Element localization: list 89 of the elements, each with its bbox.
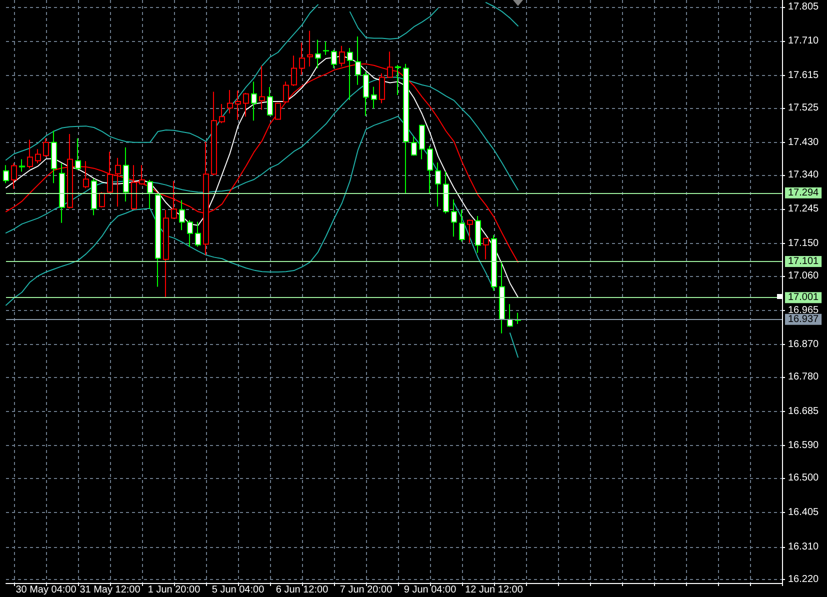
candlestick [83, 160, 89, 189]
ref-line-label: 17.101 [788, 256, 820, 268]
x-tick-label: 5 Jun 04:00 [212, 584, 265, 596]
candlestick [371, 86, 377, 109]
y-tick-label: 17.340 [788, 169, 820, 180]
candlestick [19, 158, 25, 172]
candlestick [283, 81, 289, 104]
candlestick [155, 192, 161, 288]
candlestick [75, 138, 81, 171]
y-tick-label: 17.805 [788, 1, 820, 12]
x-tick-label: 30 May 04:00 [16, 584, 77, 596]
candlestick [107, 151, 113, 194]
candlestick [27, 139, 33, 169]
candlestick [187, 219, 193, 248]
candlestick [411, 136, 417, 156]
candlestick [299, 42, 305, 76]
candlestick [515, 312, 521, 325]
candlestick [171, 180, 177, 220]
candlestick [67, 134, 73, 209]
candlestick [491, 234, 497, 292]
candlestick [251, 81, 257, 122]
candlestick [147, 179, 153, 210]
candlestick [211, 91, 217, 176]
y-tick-label: 16.405 [788, 507, 820, 518]
candlestick [419, 124, 425, 160]
y-tick-label: 17.150 [788, 238, 820, 249]
candlestick [123, 146, 129, 202]
y-tick-label: 17.710 [788, 36, 820, 47]
x-tick-label: 31 May 12:00 [80, 584, 141, 596]
candlestick [451, 198, 457, 238]
y-tick-label: 17.245 [788, 204, 820, 215]
candlestick [203, 141, 209, 256]
candlestick [267, 86, 273, 116]
candlestick [475, 216, 481, 254]
candlestick [427, 145, 433, 194]
candlestick [323, 41, 329, 56]
candlestick [35, 148, 41, 164]
candlestick [243, 92, 249, 118]
candlestick [179, 200, 185, 231]
candlestick [443, 171, 449, 214]
candlestick [235, 90, 241, 120]
y-tick-label: 16.500 [788, 472, 820, 484]
candlestick [291, 55, 297, 86]
candlestick [435, 162, 441, 208]
y-tick-label: 16.780 [788, 372, 820, 383]
candlestick [467, 219, 473, 244]
candlestick [91, 178, 97, 216]
candlestick [163, 209, 169, 298]
x-tick-label: 12 Jun 12:00 [465, 584, 524, 596]
candlestick [275, 102, 281, 120]
ref-line-label: 17.294 [788, 187, 820, 198]
candlestick [507, 304, 513, 328]
y-tick-label: 17.430 [788, 136, 820, 148]
candlestick [227, 89, 233, 114]
candlestick [51, 130, 57, 184]
x-tick-label: 9 Jun 04:00 [404, 584, 457, 596]
y-tick-label: 16.310 [788, 541, 820, 552]
candlestick [259, 65, 265, 110]
candlestick [395, 64, 401, 96]
candlestick [43, 138, 49, 158]
candlestick [379, 72, 385, 104]
candlestick [99, 192, 105, 208]
candlestick [403, 63, 409, 194]
y-tick-label: 16.590 [788, 440, 820, 452]
candlestick [483, 237, 489, 260]
y-tick-label: 16.965 [788, 304, 820, 316]
x-tick-label: 1 Jun 20:00 [148, 584, 201, 596]
candlestick [195, 221, 201, 248]
y-tick-label: 17.525 [788, 102, 820, 114]
x-tick-label: 6 Jun 12:00 [276, 584, 329, 596]
candlestick [131, 164, 137, 210]
y-tick-label: 17.615 [788, 70, 820, 81]
candlestick [11, 162, 17, 190]
candlestick [459, 209, 465, 242]
y-tick-label: 16.220 [788, 574, 820, 585]
ref-line-label: 17.001 [788, 292, 820, 304]
y-tick-label: 16.870 [788, 339, 820, 350]
candlestick [115, 157, 121, 208]
ref-line-label: 16.937 [788, 314, 820, 325]
candlestick [307, 30, 313, 67]
x-tick-label: 7 Jun 20:00 [340, 584, 393, 596]
candlestick [219, 104, 225, 124]
candlestick [139, 164, 145, 186]
candlestick [59, 162, 65, 224]
line-series [6, 76, 518, 234]
candlestick [3, 164, 9, 184]
y-tick-label: 16.685 [788, 406, 820, 417]
candlestick [363, 71, 369, 116]
y-tick-label: 17.060 [788, 270, 820, 282]
